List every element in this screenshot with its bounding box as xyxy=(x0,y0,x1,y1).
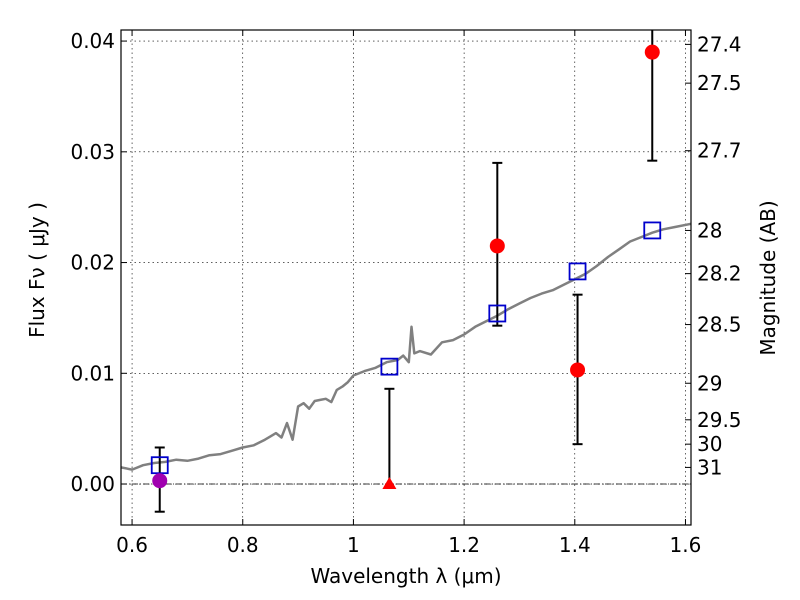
x-tick-label: 0.8 xyxy=(227,533,259,557)
x-axis-ticks: 0.6 0.8 1 1.2 1.4 1.6 xyxy=(116,30,701,557)
y-tick-label: 0.04 xyxy=(70,29,115,53)
y-axis-label: Flux Fν ( μJy ) xyxy=(25,202,49,338)
right-axis-label: Magnitude (AB) xyxy=(756,200,780,355)
plot-frame xyxy=(120,29,692,526)
model-spectrum-line xyxy=(120,222,692,471)
x-tick-label: 1.2 xyxy=(448,533,480,557)
data-markers xyxy=(150,44,662,490)
model-point-square xyxy=(380,357,399,376)
x-tick-label: 0.6 xyxy=(116,533,148,557)
grid xyxy=(121,30,691,525)
model-point-square xyxy=(568,262,587,281)
y-tick-label: 0.00 xyxy=(70,472,115,496)
right-tick-label: 28.5 xyxy=(697,313,742,337)
model-point-square xyxy=(488,304,507,323)
right-tick-label: 29.5 xyxy=(697,408,742,432)
right-tick-label: 27.5 xyxy=(697,71,742,95)
observed-point xyxy=(570,362,586,378)
right-tick-label: 27.4 xyxy=(697,32,742,56)
x-tick-label: 1.4 xyxy=(559,533,591,557)
y-tick-label: 0.02 xyxy=(70,251,115,275)
right-tick-label: 28 xyxy=(697,218,722,242)
right-tick-label: 27.7 xyxy=(697,139,742,163)
model-point-square xyxy=(643,221,662,240)
right-tick-label: 31 xyxy=(697,455,722,479)
optical-point xyxy=(152,473,168,489)
upper-limit-triangle xyxy=(382,477,397,490)
y-tick-label: 0.01 xyxy=(70,361,115,385)
right-tick-label: 29 xyxy=(697,371,722,395)
right-tick-label: 28.2 xyxy=(697,262,742,286)
x-tick-label: 1 xyxy=(347,533,360,557)
x-axis-label: Wavelength λ (μm) xyxy=(310,564,501,588)
model-point-square xyxy=(150,456,169,475)
y-axis-ticks: 0.00 0.01 0.02 0.03 0.04 xyxy=(70,29,127,496)
x-tick-label: 1.6 xyxy=(670,533,702,557)
error-bars xyxy=(154,30,658,513)
observed-point xyxy=(644,44,660,60)
observed-point xyxy=(489,238,505,254)
right-tick-label: 30 xyxy=(697,432,722,456)
y-tick-label: 0.03 xyxy=(70,140,115,164)
